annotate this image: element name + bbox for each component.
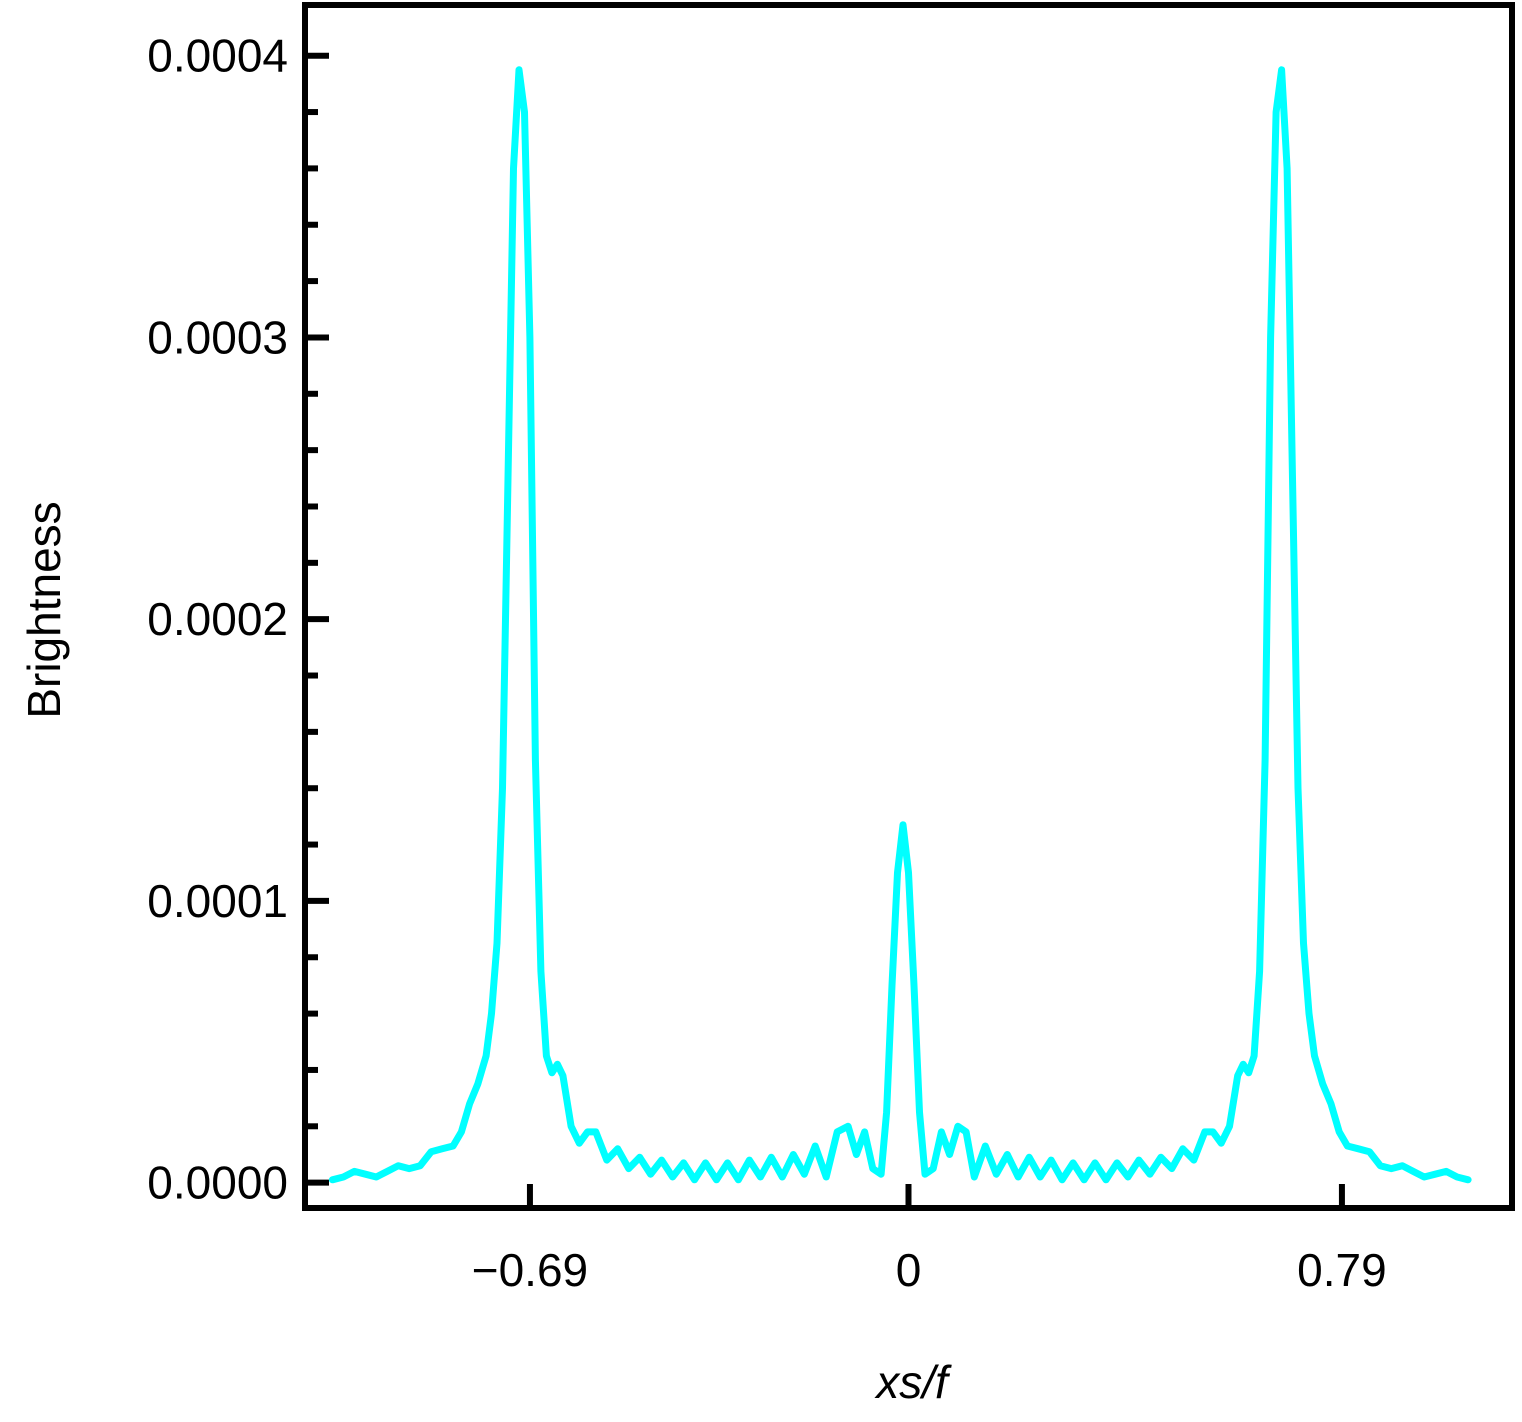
- x-tick-label: 0: [896, 1244, 922, 1296]
- y-tick-label: 0.0004: [147, 30, 288, 82]
- y-tick-labels: 0.0000 0.0001 0.0002 0.0003 0.0004: [147, 30, 288, 1209]
- x-tick-label: −0.69: [472, 1244, 588, 1296]
- y-axis-title: Brightness: [18, 501, 70, 718]
- y-tick-label: 0.0003: [147, 311, 288, 363]
- y-tick-label: 0.0000: [147, 1157, 288, 1209]
- major-ticks: [305, 52, 1345, 1208]
- plot-frame: [302, 2, 1515, 1211]
- x-axis-title: xs/f: [874, 1356, 952, 1408]
- series-line: [328, 66, 1472, 1184]
- x-tick-label: 0.79: [1297, 1244, 1387, 1296]
- y-tick-label: 0.0002: [147, 593, 288, 645]
- x-tick-labels: −0.69 0 0.79: [472, 1244, 1387, 1296]
- y-tick-label: 0.0001: [147, 875, 288, 927]
